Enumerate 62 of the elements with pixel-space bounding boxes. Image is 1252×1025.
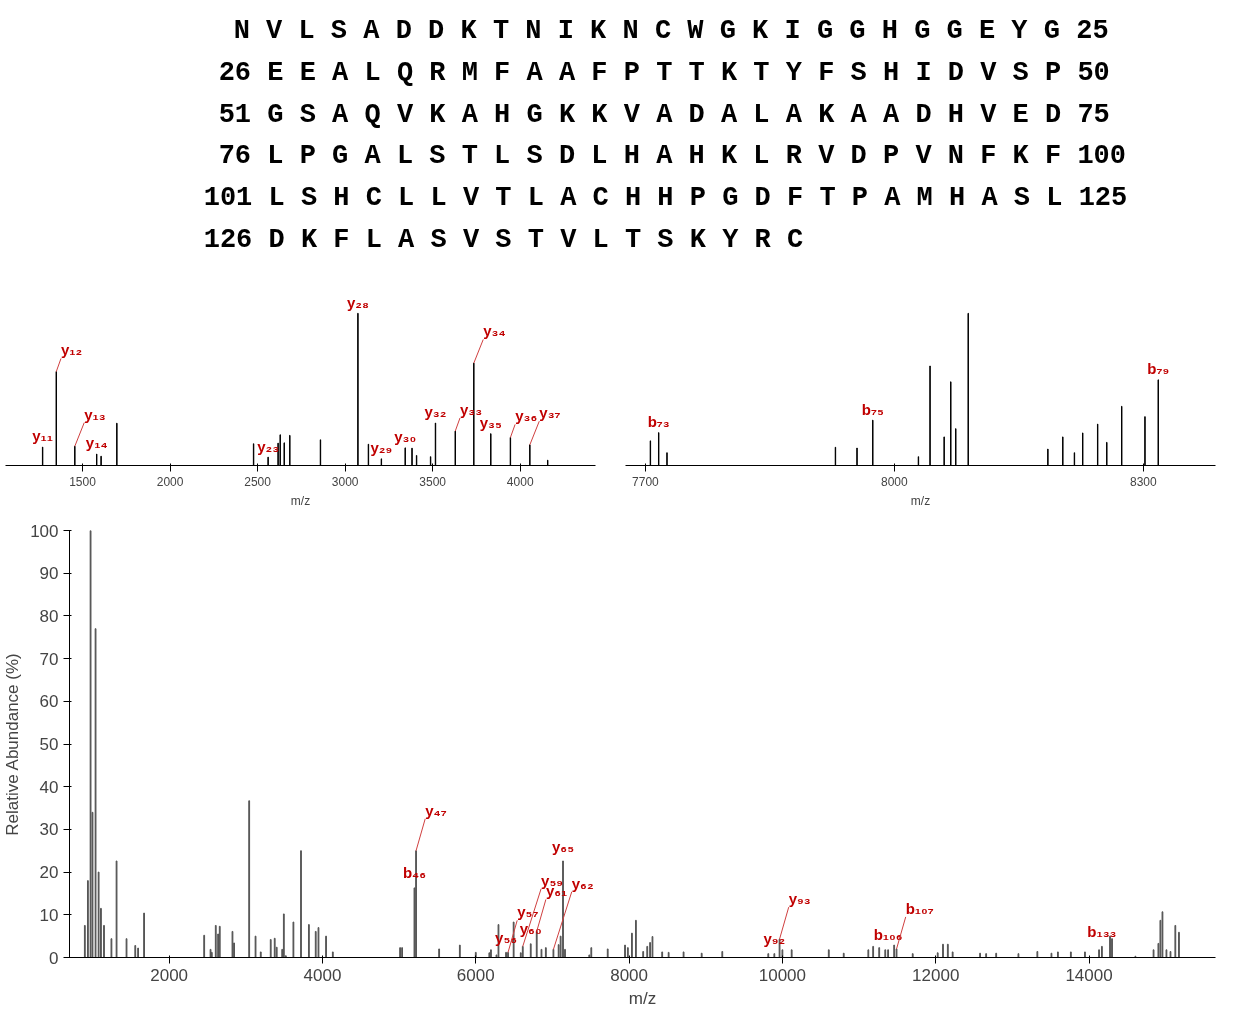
y-tick-label: 60 <box>39 692 59 712</box>
text: 76 L P G A L S T L S D L H A H K L R V D P V N F K F 100 <box>218 141 1127 172</box>
x-tick-label: 14000 <box>1065 965 1113 985</box>
annotation: y₆₅ <box>551 837 575 855</box>
y-tick-label: 20 <box>39 863 59 883</box>
annotation: b₇₉ <box>1147 360 1170 378</box>
annotation: y₁₃ <box>84 405 106 423</box>
annotation: y₆₀ <box>519 920 542 938</box>
x-tick-label: 2500 <box>244 474 272 489</box>
annotation: b₁₀₆ <box>873 926 903 944</box>
annotation: b₁₀₇ <box>905 899 934 917</box>
y-tick-label: 100 <box>30 521 59 541</box>
annotation: y₅₇ <box>517 903 539 921</box>
y-tick-label: 70 <box>39 649 59 669</box>
x-tick-label: 8000 <box>610 965 648 985</box>
annotation: b₁₃₃ <box>1087 922 1117 940</box>
y-tick-label: 30 <box>39 820 59 840</box>
annotation: y₁₁ <box>32 427 53 445</box>
x-tick-label: 4000 <box>303 965 342 985</box>
x-tick-label: 7700 <box>632 474 660 489</box>
y-tick-label: 10 <box>39 905 59 925</box>
annotation: y₄₇ <box>425 801 447 819</box>
x-tick-label: 4000 <box>506 474 534 489</box>
annotation: y₉₃ <box>788 890 811 908</box>
y-axis-title: Relative Abundance (%) <box>3 653 23 836</box>
y-tick-label: 0 <box>49 948 59 968</box>
x-tick-label: 2000 <box>150 965 189 985</box>
x-tick-label: 12000 <box>912 965 960 985</box>
x-tick-label: 2000 <box>156 474 184 489</box>
y-tick-label: 80 <box>39 606 59 626</box>
annotation: y₆₂ <box>571 874 594 892</box>
annotation: y₃₇ <box>539 404 561 422</box>
text: 101 L S H C L L V T L A C H H P G D F T P A M H A S L 125 <box>203 183 1128 214</box>
annotation: y₃₀ <box>394 428 417 446</box>
annotation: y₃₅ <box>479 414 503 432</box>
annotation: y₂₉ <box>370 439 393 457</box>
x-tick-label: 6000 <box>456 965 495 985</box>
y-tick-label: 50 <box>39 735 59 754</box>
annotation: y₃₄ <box>483 322 506 340</box>
annotation: y₃₂ <box>424 403 447 421</box>
annotation: y₁₄ <box>85 434 108 452</box>
x-axis-title: m/z <box>910 493 931 508</box>
x-tick-label: 1500 <box>69 474 97 489</box>
x-tick-label: 3500 <box>419 474 447 489</box>
annotation: b₇₅ <box>861 400 884 418</box>
annotation: y₃₆ <box>515 407 538 425</box>
text: 51 G S A Q V K A H G K K V A D A L A K A A D H V E D 75 <box>218 99 1110 130</box>
x-axis-title: m/z <box>628 988 657 1008</box>
y-tick-label: 40 <box>39 777 59 797</box>
y-tick-label: 90 <box>39 564 59 584</box>
x-tick-label: 10000 <box>758 965 807 985</box>
annotation: b₇₃ <box>647 413 670 431</box>
annotation: y₁₂ <box>60 341 83 359</box>
x-tick-label: 8000 <box>881 474 909 489</box>
x-tick-label: 3000 <box>331 474 359 489</box>
annotation: y₂₈ <box>346 293 369 311</box>
text: 26 E E A L Q R M F A A F P T T K T Y F S H I D V S P 50 <box>218 57 1110 88</box>
x-axis-title: m/z <box>290 493 311 508</box>
text: 126 D K F L A S V S T V L T S K Y R C <box>203 225 804 256</box>
x-tick-label: 8300 <box>1129 474 1157 489</box>
text: N V L S A D D K T N I K N C W G K I G G H G G E Y G 25 <box>233 15 1109 46</box>
annotation: y₉₂ <box>763 930 786 948</box>
